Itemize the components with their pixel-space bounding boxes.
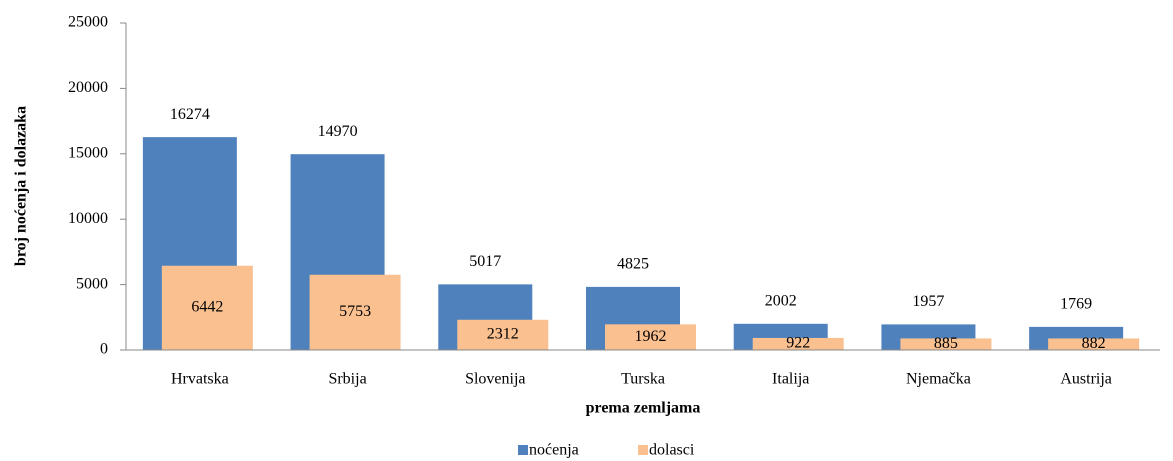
legend-label: noćenja bbox=[529, 442, 579, 459]
x-tick-label: Turska bbox=[621, 371, 665, 388]
y-tick-label: 15000 bbox=[68, 144, 108, 161]
value-label: 885 bbox=[934, 335, 958, 352]
legend-label: dolasci bbox=[649, 442, 695, 459]
bar bbox=[309, 274, 401, 350]
legend-swatch bbox=[638, 445, 648, 455]
y-tick-label: 5000 bbox=[76, 275, 108, 292]
value-label: 4825 bbox=[617, 256, 649, 273]
bar bbox=[900, 338, 992, 350]
value-label: 1769 bbox=[1060, 296, 1092, 313]
y-tick-label: 10000 bbox=[68, 210, 108, 227]
x-tick-label: Njemačka bbox=[906, 371, 971, 388]
bar bbox=[161, 265, 253, 350]
x-axis-label: prema zemljama bbox=[586, 400, 701, 417]
y-tick-label: 20000 bbox=[68, 79, 108, 96]
value-label: 2312 bbox=[487, 326, 519, 343]
value-label: 1957 bbox=[912, 293, 944, 310]
value-label: 16274 bbox=[170, 106, 210, 123]
x-tick-label: Srbija bbox=[328, 371, 366, 388]
y-axis-label: broj noćenja i dolazaka bbox=[13, 106, 30, 266]
bar bbox=[605, 324, 696, 350]
bar bbox=[1048, 338, 1140, 350]
x-tick-label: Hrvatska bbox=[171, 371, 229, 388]
bar bbox=[457, 319, 549, 350]
bar bbox=[752, 337, 844, 350]
x-tick-label: Austrija bbox=[1060, 371, 1112, 388]
value-label: 1962 bbox=[635, 328, 667, 345]
value-label: 2002 bbox=[765, 292, 797, 309]
value-label: 14970 bbox=[318, 123, 358, 140]
value-label: 6442 bbox=[191, 299, 223, 316]
value-label: 5753 bbox=[339, 303, 371, 320]
value-label: 922 bbox=[786, 335, 810, 352]
x-tick-label: Slovenija bbox=[465, 371, 525, 388]
y-tick-label: 0 bbox=[100, 341, 108, 358]
value-label: 5017 bbox=[469, 253, 501, 270]
value-label: 882 bbox=[1082, 335, 1106, 352]
x-tick-label: Italija bbox=[772, 371, 809, 388]
y-tick-label: 25000 bbox=[68, 14, 108, 31]
legend-swatch bbox=[518, 445, 528, 455]
